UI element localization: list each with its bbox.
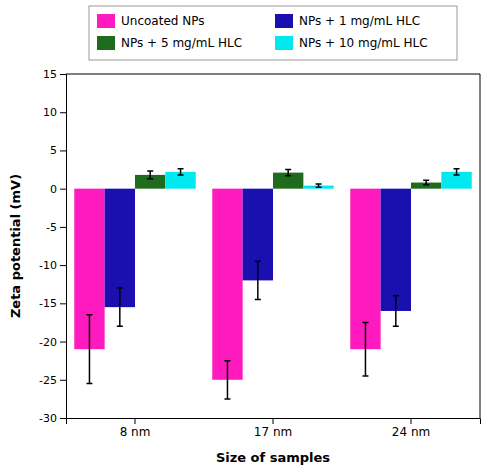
error-bar — [285, 170, 291, 176]
tick-mark — [135, 418, 136, 424]
frame-line — [480, 74, 481, 418]
tick-label: 10 — [43, 106, 57, 119]
tick: 0 — [50, 183, 66, 196]
tick-label: -5 — [46, 221, 57, 234]
tick-label: -20 — [39, 336, 57, 349]
series — [74, 189, 380, 399]
legend-label: NPs + 5 mg/mL HLC — [121, 36, 242, 50]
tick-label: 5 — [50, 144, 57, 157]
legend: Uncoated NPs NPs + 1 mg/mL HLC NPs + 5 mg/… — [89, 6, 457, 60]
plot: -30 -25 -20 -15 -10 -5 0 5 10 15 8 nm 17 nm 24 nm — [39, 68, 480, 439]
legend-swatch — [97, 14, 115, 28]
legend-frame — [89, 6, 457, 60]
legend-item: NPs + 10 mg/mL HLC — [275, 36, 428, 51]
legend-item: NPs + 1 mg/mL HLC — [275, 14, 420, 29]
tick-mark — [60, 74, 66, 75]
tick-mark — [60, 265, 66, 266]
tick: 15 — [43, 68, 66, 81]
tick: 8 nm — [120, 418, 151, 439]
tick: -30 — [39, 412, 66, 425]
error-bar — [423, 180, 429, 185]
tick: 10 — [43, 106, 66, 119]
tick: -25 — [39, 374, 66, 387]
error-bar — [117, 288, 123, 326]
tick: -20 — [39, 336, 66, 349]
axis-line — [67, 419, 481, 425]
series — [135, 170, 441, 189]
chart: -30 -25 -20 -15 -10 -5 0 5 10 15 8 nm 17 nm 24 nm Siz… — [0, 0, 500, 474]
tick-mark — [60, 150, 66, 151]
error-bar — [224, 361, 230, 399]
legend-label: NPs + 1 mg/mL HLC — [299, 14, 420, 28]
error-bar — [147, 171, 153, 179]
tick-mark — [60, 189, 66, 190]
tick: -10 — [39, 259, 66, 272]
error-bar — [86, 315, 92, 384]
y-axis: -30 -25 -20 -15 -10 -5 0 5 10 15 — [39, 68, 66, 425]
bar — [381, 189, 411, 311]
tick-mark — [60, 303, 66, 304]
tick: -5 — [46, 221, 66, 234]
legend-label: Uncoated NPs — [121, 14, 204, 28]
series — [165, 169, 471, 189]
tick: -15 — [39, 297, 66, 310]
tick: 17 nm — [254, 418, 292, 439]
tick-label: -15 — [39, 297, 57, 310]
tick: 5 — [50, 144, 66, 157]
error-bar — [178, 169, 184, 175]
x-axis: 8 nm 17 nm 24 nm — [67, 418, 481, 439]
tick-mark — [60, 418, 66, 419]
legend-item: Uncoated NPs — [97, 14, 204, 29]
tick: 24 nm — [392, 418, 430, 439]
tick-mark — [60, 112, 66, 113]
tick-label: -30 — [39, 412, 57, 425]
tick-mark — [60, 227, 66, 228]
tick-label: 0 — [50, 183, 57, 196]
legend-label: NPs + 10 mg/mL HLC — [299, 36, 428, 50]
tick-mark — [60, 380, 66, 381]
legend-swatch — [275, 14, 293, 28]
tick-label: -25 — [39, 374, 57, 387]
legend-swatch — [97, 36, 115, 50]
tick-label: -10 — [39, 259, 57, 272]
legend-swatch — [275, 36, 293, 50]
marks — [74, 169, 471, 399]
frame-line — [66, 74, 480, 75]
error-bar — [393, 296, 399, 327]
series — [105, 189, 411, 327]
error-bar — [362, 322, 368, 376]
tick-mark — [273, 418, 274, 424]
error-bar — [316, 184, 322, 187]
tick-label: 24 nm — [392, 425, 430, 439]
tick-label: 8 nm — [120, 425, 151, 439]
tick-label: 17 nm — [254, 425, 292, 439]
legend-item: NPs + 5 mg/mL HLC — [97, 36, 242, 51]
y-axis-title: Zeta potential (mV) — [8, 174, 23, 318]
bar — [212, 189, 242, 380]
x-axis-title: Size of samples — [216, 450, 330, 465]
tick-label: 15 — [43, 68, 57, 81]
error-bar — [454, 169, 460, 175]
axis-line — [60, 75, 67, 419]
tick-mark — [60, 342, 66, 343]
error-bar — [255, 261, 261, 299]
tick-mark — [411, 418, 412, 424]
